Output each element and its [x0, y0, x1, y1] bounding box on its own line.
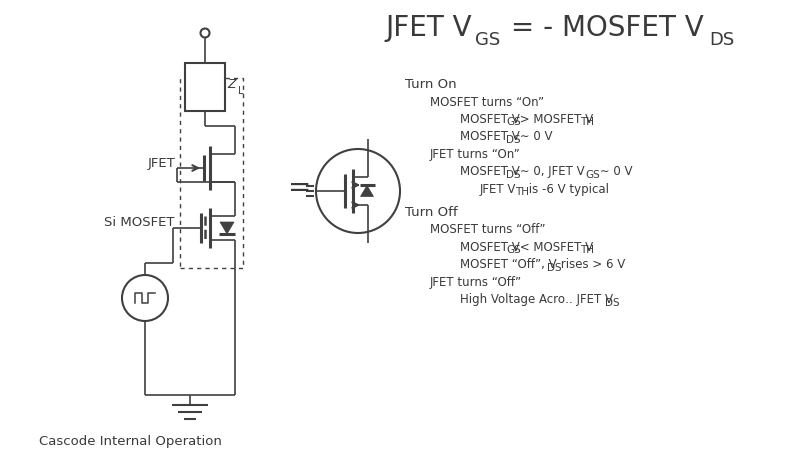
Text: GS: GS	[506, 118, 521, 127]
Text: JFET turns “Off”: JFET turns “Off”	[430, 276, 522, 289]
Bar	[185, 63, 225, 111]
Text: JFET: JFET	[147, 156, 175, 169]
Text: ∼ 0, JFET V: ∼ 0, JFET V	[517, 165, 585, 179]
Text: GS: GS	[586, 170, 601, 180]
Bar	[180, 78, 243, 268]
Polygon shape	[361, 186, 374, 196]
Text: JFET V: JFET V	[385, 14, 472, 42]
Text: JFET turns “On”: JFET turns “On”	[430, 148, 521, 161]
Text: DS: DS	[506, 135, 521, 145]
Polygon shape	[220, 222, 234, 234]
Text: TH: TH	[580, 118, 594, 127]
Text: GS: GS	[506, 245, 521, 255]
Text: DS: DS	[546, 263, 562, 273]
Text: Turn On: Turn On	[405, 78, 457, 91]
Text: TH: TH	[580, 245, 594, 255]
Text: MOSFET V: MOSFET V	[460, 241, 520, 254]
Text: Si MOSFET: Si MOSFET	[105, 217, 175, 230]
Text: JFET V: JFET V	[480, 183, 516, 196]
Text: GS: GS	[475, 31, 500, 49]
Text: rises > 6 V: rises > 6 V	[557, 258, 625, 271]
Text: ∼ 0 V: ∼ 0 V	[596, 165, 633, 179]
Text: TH: TH	[514, 188, 529, 198]
Text: High Voltage Acro‥ JFET V: High Voltage Acro‥ JFET V	[460, 293, 613, 306]
Text: > MOSFET V: > MOSFET V	[517, 113, 594, 126]
Text: < MOSFET V: < MOSFET V	[517, 241, 594, 254]
Text: DS: DS	[605, 298, 619, 308]
Text: DS: DS	[709, 31, 734, 49]
Text: is -6 V typical: is -6 V typical	[525, 183, 609, 196]
Text: Cascode Internal Operation: Cascode Internal Operation	[38, 435, 222, 448]
Text: L: L	[238, 86, 243, 96]
Text: MOSFET V: MOSFET V	[460, 131, 520, 144]
Text: MOSFET “Off”, V: MOSFET “Off”, V	[460, 258, 557, 271]
Text: MOSFET V: MOSFET V	[460, 165, 520, 179]
Text: MOSFET turns “On”: MOSFET turns “On”	[430, 95, 544, 108]
Text: ∼ 0 V: ∼ 0 V	[517, 131, 553, 144]
Text: DS: DS	[506, 170, 521, 180]
Text: MOSFET turns “Off”: MOSFET turns “Off”	[430, 223, 546, 236]
Text: =: =	[288, 174, 312, 202]
Text: Z: Z	[227, 79, 236, 92]
Text: MOSFET V: MOSFET V	[460, 113, 520, 126]
Text: Turn Off: Turn Off	[405, 206, 458, 219]
Text: = - MOSFET V: = - MOSFET V	[502, 14, 704, 42]
